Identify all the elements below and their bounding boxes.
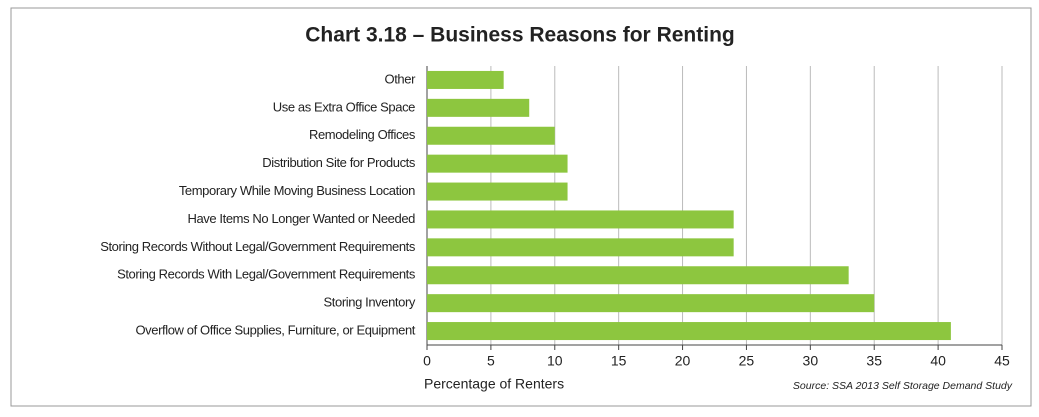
- bar: [427, 266, 849, 285]
- bar: [427, 210, 734, 229]
- x-tick-label: 15: [611, 353, 627, 369]
- x-tick-label: 10: [547, 353, 563, 369]
- y-tick-label: Remodeling Offices: [309, 127, 416, 142]
- y-tick-label: Storing Inventory: [324, 295, 416, 310]
- x-tick-label: 45: [994, 353, 1010, 369]
- x-tick-label: 25: [739, 353, 755, 369]
- x-tick-label: 0: [423, 353, 431, 369]
- chart-title: Chart 3.18 – Business Reasons for Rentin…: [305, 24, 734, 47]
- x-tick-label: 5: [487, 353, 495, 369]
- bar: [427, 294, 875, 313]
- bar: [427, 154, 568, 173]
- y-tick-label: Storing Records With Legal/Government Re…: [117, 267, 416, 282]
- y-tick-label: Storing Records Without Legal/Government…: [100, 239, 416, 254]
- y-tick-label: Other: [384, 71, 416, 86]
- bar: [427, 70, 504, 89]
- frame: [10, 7, 1032, 407]
- y-tick-label: Overflow of Office Supplies, Furniture, …: [135, 322, 415, 337]
- bar: [427, 238, 734, 257]
- x-axis-label: Percentage of Renters: [424, 376, 564, 392]
- bar: [427, 182, 568, 201]
- y-tick-label: Temporary While Moving Business Location: [179, 183, 415, 198]
- bar: [427, 322, 951, 341]
- source: Source: SSA 2013 Self Storage Demand Stu…: [793, 380, 1013, 392]
- bar: [427, 126, 555, 145]
- x-tick-label: 20: [675, 353, 691, 369]
- y-tick-label: Have Items No Longer Wanted or Needed: [187, 211, 415, 226]
- x-tick-label: 35: [866, 353, 882, 369]
- x-tick-label: 40: [930, 353, 946, 369]
- bar: [427, 98, 530, 117]
- x-tick-label: 30: [803, 353, 819, 369]
- y-tick-label: Use as Extra Office Space: [273, 99, 415, 114]
- y-tick-label: Distribution Site for Products: [262, 155, 416, 170]
